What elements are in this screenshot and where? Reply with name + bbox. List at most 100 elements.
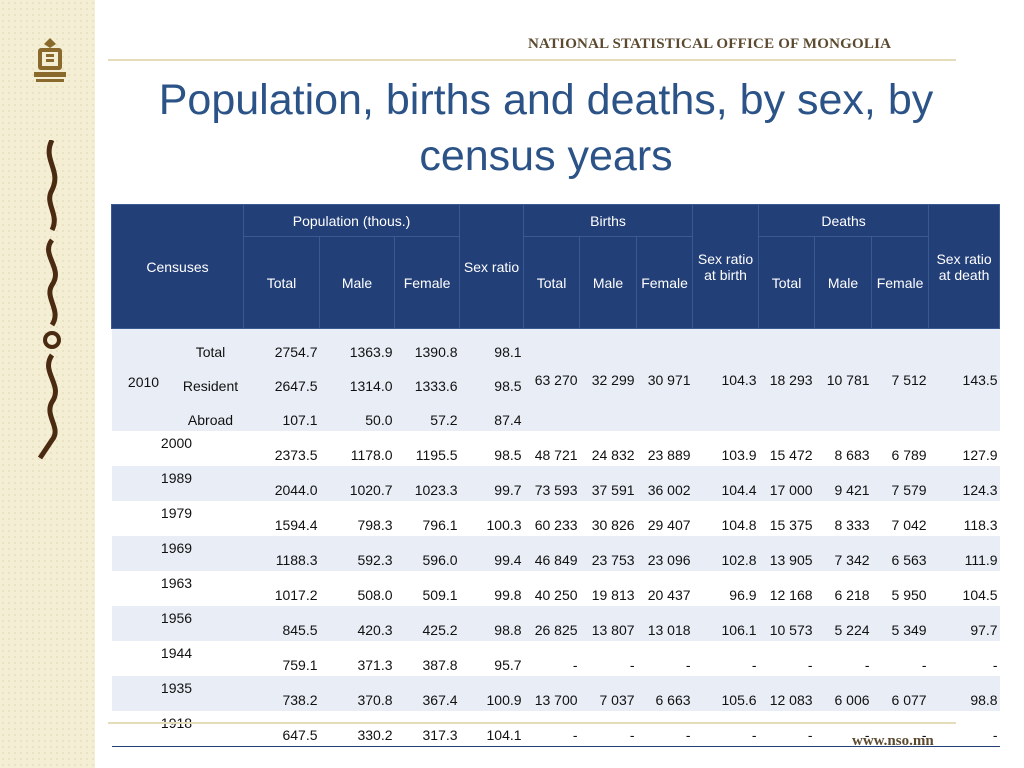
births-total-cell: 60 233: [534, 517, 578, 533]
footer-divider: [108, 722, 956, 724]
births-male-cell: 19 813: [591, 587, 635, 603]
births-total-cell: 46 849: [523, 536, 580, 571]
header-deaths: Deaths: [758, 204, 930, 237]
pop-total-cell: 647.5: [243, 711, 320, 747]
pop-female-cell: 317.3: [394, 711, 460, 747]
deaths-male-cell: 9 421: [814, 466, 872, 501]
table-row: 1979 1594.4 798.3 796.1 100.3 60 233 30 826 29 …: [112, 501, 1000, 536]
sex-ratio-birth-cell: 105.6: [692, 676, 759, 711]
year-cell: 1956: [111, 606, 244, 641]
deaths-total-cell: 13 905: [758, 536, 815, 571]
header-births-total: Total: [523, 236, 581, 329]
deaths-total-cell: 18 293: [758, 328, 815, 431]
year-cell: 1989: [111, 466, 244, 501]
births-male-cell: 32 299: [579, 328, 637, 431]
pop-female-cell: 796.1: [422, 517, 458, 533]
sex-ratio-cell: 98.5: [494, 447, 522, 463]
sex-ratio-birth-cell: 106.1: [692, 606, 759, 641]
deaths-total-cell: -: [758, 711, 815, 747]
pop-female-cell: 367.4: [394, 676, 460, 711]
deaths-total-cell: -: [807, 657, 813, 673]
sex-ratio-birth-cell: 104.8: [721, 517, 757, 533]
births-female-cell: 36 002: [636, 466, 693, 501]
sex-ratio-birth-cell: -: [692, 711, 759, 747]
births-total-cell: -: [523, 711, 580, 747]
deaths-male-cell: 6 218: [834, 587, 870, 603]
births-total-cell: 26 825: [523, 606, 580, 641]
births-female-cell: 30 971: [636, 328, 693, 431]
header-population: Population (thous.): [243, 204, 461, 237]
table-row: 1956 845.5 420.3 425.2 98.8 26 825 13 807 13 01…: [111, 606, 1000, 641]
pop-male-cell: 330.2: [319, 711, 395, 747]
births-male-cell: 23 753: [579, 536, 637, 571]
page-title: Population, births and deaths, by sex, b…: [158, 76, 934, 180]
population-table: Censuses Population (thous.) Sex ratio B…: [110, 204, 1001, 747]
sex-ratio-cell: 99.7: [459, 466, 524, 501]
year-cell: 1944: [160, 645, 193, 661]
header-censuses: Censuses: [110, 204, 245, 329]
nso-logo-icon: [34, 38, 66, 82]
deaths-total-cell: 12 168: [769, 587, 813, 603]
header-sex-ratio: Sex ratio: [459, 204, 525, 329]
pop-male-cell: 798.3: [357, 517, 393, 533]
header-sex-ratio-death: Sex ratio at death: [928, 204, 1001, 329]
deaths-total-cell: 10 573: [758, 606, 815, 641]
pop-male-cell: 1314.0: [319, 363, 395, 397]
sex-ratio-death-cell: 124.3: [928, 466, 1000, 501]
deaths-male-cell: 6 006: [814, 676, 872, 711]
table-row: 1944 759.1 371.3 387.8 95.7 - - - - - - - -: [112, 641, 1000, 676]
deaths-male-cell: 8 333: [834, 517, 870, 533]
sex-ratio-death-cell: 98.8: [928, 676, 1000, 711]
pop-total-cell: 2754.7: [243, 328, 320, 363]
subrow-label: Abroad: [177, 397, 244, 431]
sex-ratio-death-cell: -: [992, 657, 998, 673]
births-male-cell: 37 591: [579, 466, 637, 501]
pop-total-cell: 107.1: [243, 397, 320, 431]
deaths-male-cell: -: [864, 657, 870, 673]
pop-male-cell: 1178.0: [350, 447, 393, 463]
deaths-male-cell: -: [814, 711, 872, 747]
table-row: Resident 2647.5 1314.0 1333.6 98.5: [112, 363, 1000, 397]
births-female-cell: 13 018: [636, 606, 693, 641]
header-pop-total: Total: [243, 236, 321, 329]
deaths-female-cell: -: [921, 657, 927, 673]
header-deaths-total: Total: [758, 236, 816, 329]
births-total-cell: -: [572, 657, 578, 673]
births-total-cell: 40 250: [534, 587, 578, 603]
sex-ratio-death-cell: 118.3: [963, 517, 998, 533]
deaths-female-cell: 6 563: [871, 536, 929, 571]
year-cell: 2010: [111, 328, 178, 431]
births-male-cell: 7 037: [579, 676, 637, 711]
pop-female-cell: 387.8: [422, 657, 458, 673]
table-row: 2000 2373.5 1178.0 1195.5 98.5 48 721 24 832 23…: [112, 431, 1000, 466]
website-url: www.nso.mn: [852, 733, 934, 749]
pop-total-cell: 1017.2: [274, 587, 318, 603]
pop-female-cell: 596.0: [394, 536, 460, 571]
sex-ratio-cell: 100.9: [459, 676, 524, 711]
header-pop-male: Male: [319, 236, 396, 329]
pop-female-cell: 1333.6: [394, 363, 460, 397]
deaths-male-cell: 10 781: [814, 328, 872, 431]
pop-female-cell: 425.2: [394, 606, 460, 641]
sex-ratio-cell: 98.1: [459, 328, 524, 363]
subrow-label: Total: [177, 328, 244, 363]
header-pop-female: Female: [394, 236, 461, 329]
sex-ratio-cell: 99.4: [459, 536, 524, 571]
sex-ratio-birth-cell: 96.9: [729, 587, 757, 603]
mongolian-script-decoration-icon: [37, 140, 61, 460]
deaths-male-cell: 7 342: [814, 536, 872, 571]
sex-ratio-cell: 98.5: [459, 363, 524, 397]
header-births: Births: [523, 204, 694, 237]
year-cell: 1963: [160, 575, 193, 591]
pop-male-cell: 420.3: [319, 606, 395, 641]
pop-female-cell: 1195.5: [415, 447, 458, 463]
pop-male-cell: 508.0: [357, 587, 393, 603]
sex-ratio-cell: 98.8: [459, 606, 524, 641]
sex-ratio-cell: 100.3: [486, 517, 522, 533]
births-female-cell: 6 663: [636, 676, 693, 711]
deaths-female-cell: 7 512: [871, 328, 929, 431]
pop-total-cell: 1594.4: [274, 517, 318, 533]
year-cell: 2000: [160, 435, 193, 451]
header-divider: [108, 59, 956, 61]
deaths-female-cell: -: [871, 711, 929, 747]
